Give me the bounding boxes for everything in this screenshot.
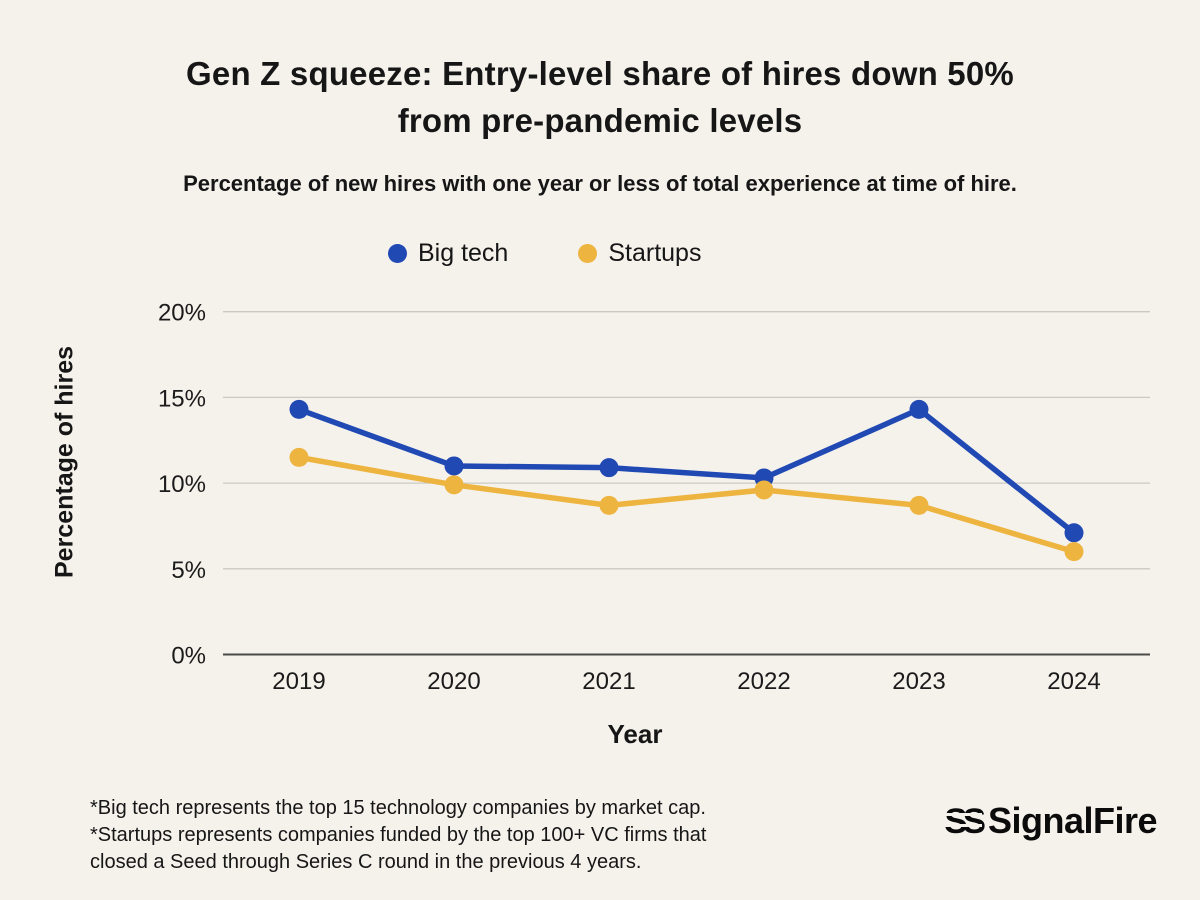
- x-tick-label: 2021: [582, 668, 635, 695]
- footnote: *Big tech represents the top 15 technolo…: [90, 795, 706, 876]
- startups-data-point: [444, 475, 464, 495]
- big-tech-legend-marker-icon: [388, 244, 407, 263]
- chart-title-line1: Gen Z squeeze: Entry-level share of hire…: [186, 55, 1014, 92]
- x-tick-label: 2020: [427, 668, 480, 695]
- legend-label-startups: Startups: [608, 239, 702, 267]
- startups-data-point: [1064, 542, 1084, 562]
- signalfire-logo: SS SignalFire: [943, 800, 1158, 841]
- chart-title: Gen Z squeeze: Entry-level share of hire…: [0, 50, 1200, 144]
- x-tick-label: 2024: [1047, 668, 1100, 695]
- y-tick-label: 10%: [158, 471, 206, 498]
- legend-item-startups: Startups: [578, 239, 701, 268]
- x-tick-label: 2022: [737, 668, 790, 695]
- chart-title-line2: from pre-pandemic levels: [397, 102, 803, 139]
- big-tech-data-point: [599, 458, 619, 478]
- x-tick-label: 2019: [272, 668, 325, 695]
- startups-data-point: [289, 447, 309, 467]
- startups-data-point: [599, 495, 619, 515]
- big-tech-data-point: [444, 456, 464, 476]
- startups-data-point: [909, 495, 929, 515]
- y-tick-label: 0%: [171, 643, 206, 670]
- big-tech-line: [296, 406, 1077, 536]
- y-tick-label: 20%: [158, 300, 206, 327]
- chart-subtitle: Percentage of new hires with one year or…: [183, 171, 1017, 196]
- signalfire-logo-text: SignalFire: [987, 800, 1158, 841]
- footnote-line1: *Big tech represents the top 15 technolo…: [90, 797, 706, 819]
- footnote-line2: *Startups represents companies funded by…: [90, 824, 707, 846]
- x-axis-title: Year: [607, 719, 663, 749]
- y-tick-label: 5%: [171, 557, 206, 584]
- footnote-line3: closed a Seed through Series C round in …: [90, 851, 642, 873]
- big-tech-data-point: [1064, 523, 1084, 543]
- startups-line: [296, 454, 1077, 555]
- legend: Big tech Startups: [388, 239, 701, 268]
- startups-data-point: [754, 480, 774, 500]
- big-tech-data-point: [289, 399, 309, 419]
- signalfire-mark-icon: SS: [943, 804, 986, 839]
- x-tick-label: 2023: [892, 668, 945, 695]
- legend-label-big-tech: Big tech: [418, 239, 509, 267]
- legend-item-big-tech: Big tech: [388, 239, 508, 268]
- y-tick-label: 15%: [158, 385, 206, 412]
- startups-legend-marker-icon: [578, 244, 598, 263]
- big-tech-data-point: [909, 399, 929, 419]
- y-axis-title: Percentage of hires: [50, 345, 79, 579]
